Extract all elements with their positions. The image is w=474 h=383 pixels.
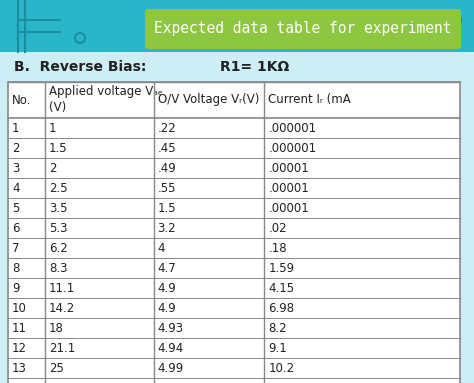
Text: 5.3: 5.3	[49, 221, 68, 234]
Text: .00001: .00001	[268, 162, 309, 175]
Text: Applied voltage Vₐₑ
(V): Applied voltage Vₐₑ (V)	[49, 85, 163, 115]
Text: 4.9: 4.9	[157, 301, 176, 314]
Text: 4.99: 4.99	[157, 362, 184, 375]
Text: 3.5: 3.5	[49, 201, 68, 214]
Text: 11.1: 11.1	[49, 282, 75, 295]
Text: .02: .02	[268, 221, 287, 234]
Text: 4.15: 4.15	[268, 282, 294, 295]
Text: B.  Reverse Bias:: B. Reverse Bias:	[14, 60, 146, 74]
Text: 1.5: 1.5	[49, 141, 68, 154]
Text: Expected data table for experiment: Expected data table for experiment	[154, 21, 452, 36]
Text: 2: 2	[12, 141, 19, 154]
Text: 1: 1	[12, 121, 19, 134]
Text: 10: 10	[12, 301, 27, 314]
Text: 1: 1	[49, 121, 56, 134]
Text: 13: 13	[12, 362, 27, 375]
Text: 3.2: 3.2	[157, 221, 176, 234]
Text: 10.2: 10.2	[268, 362, 294, 375]
Text: 2.5: 2.5	[49, 182, 68, 195]
FancyBboxPatch shape	[145, 9, 461, 49]
Text: .000001: .000001	[268, 141, 317, 154]
Text: 25: 25	[49, 362, 64, 375]
Text: 5: 5	[157, 381, 165, 383]
Text: 6.98: 6.98	[268, 301, 294, 314]
Text: 18: 18	[49, 321, 64, 334]
Bar	[0, 0, 474, 52]
Text: 4.9: 4.9	[157, 282, 176, 295]
Text: R1= 1KΩ: R1= 1KΩ	[220, 60, 289, 74]
Bar	[8, 82, 460, 383]
Text: 9.1: 9.1	[268, 342, 287, 355]
Text: 8: 8	[12, 262, 19, 275]
Text: .00001: .00001	[268, 182, 309, 195]
Text: 9: 9	[12, 282, 19, 295]
Text: 3: 3	[12, 162, 19, 175]
Text: Current Iᵣ (mA: Current Iᵣ (mA	[268, 93, 351, 106]
Text: 4.93: 4.93	[157, 321, 183, 334]
Text: 6.2: 6.2	[49, 242, 68, 254]
Bar	[0, 52, 474, 383]
Text: 1.59: 1.59	[268, 262, 294, 275]
Bar	[8, 82, 460, 383]
Text: 4.94: 4.94	[157, 342, 184, 355]
Text: 27.5: 27.5	[49, 381, 75, 383]
Text: 1.5: 1.5	[157, 201, 176, 214]
Text: 8.2: 8.2	[268, 321, 287, 334]
Text: 14: 14	[12, 381, 27, 383]
Text: 11: 11	[12, 321, 27, 334]
Text: O/V Voltage Vᵣ(V): O/V Voltage Vᵣ(V)	[157, 93, 259, 106]
Text: 2: 2	[49, 162, 56, 175]
Text: 8.3: 8.3	[49, 262, 68, 275]
Text: 6: 6	[12, 221, 19, 234]
Text: 7: 7	[12, 242, 19, 254]
Text: 21.1: 21.1	[49, 342, 75, 355]
Text: .22: .22	[157, 121, 176, 134]
Text: No.: No.	[12, 93, 31, 106]
Text: 11: 11	[268, 381, 283, 383]
Text: .00001: .00001	[268, 201, 309, 214]
Text: 4.7: 4.7	[157, 262, 176, 275]
Text: .49: .49	[157, 162, 176, 175]
Text: .45: .45	[157, 141, 176, 154]
Text: 4: 4	[157, 242, 165, 254]
Text: 14.2: 14.2	[49, 301, 75, 314]
Text: 5: 5	[12, 201, 19, 214]
Text: 4: 4	[12, 182, 19, 195]
Text: .000001: .000001	[268, 121, 317, 134]
Text: .18: .18	[268, 242, 287, 254]
Text: .55: .55	[157, 182, 176, 195]
Text: 12: 12	[12, 342, 27, 355]
